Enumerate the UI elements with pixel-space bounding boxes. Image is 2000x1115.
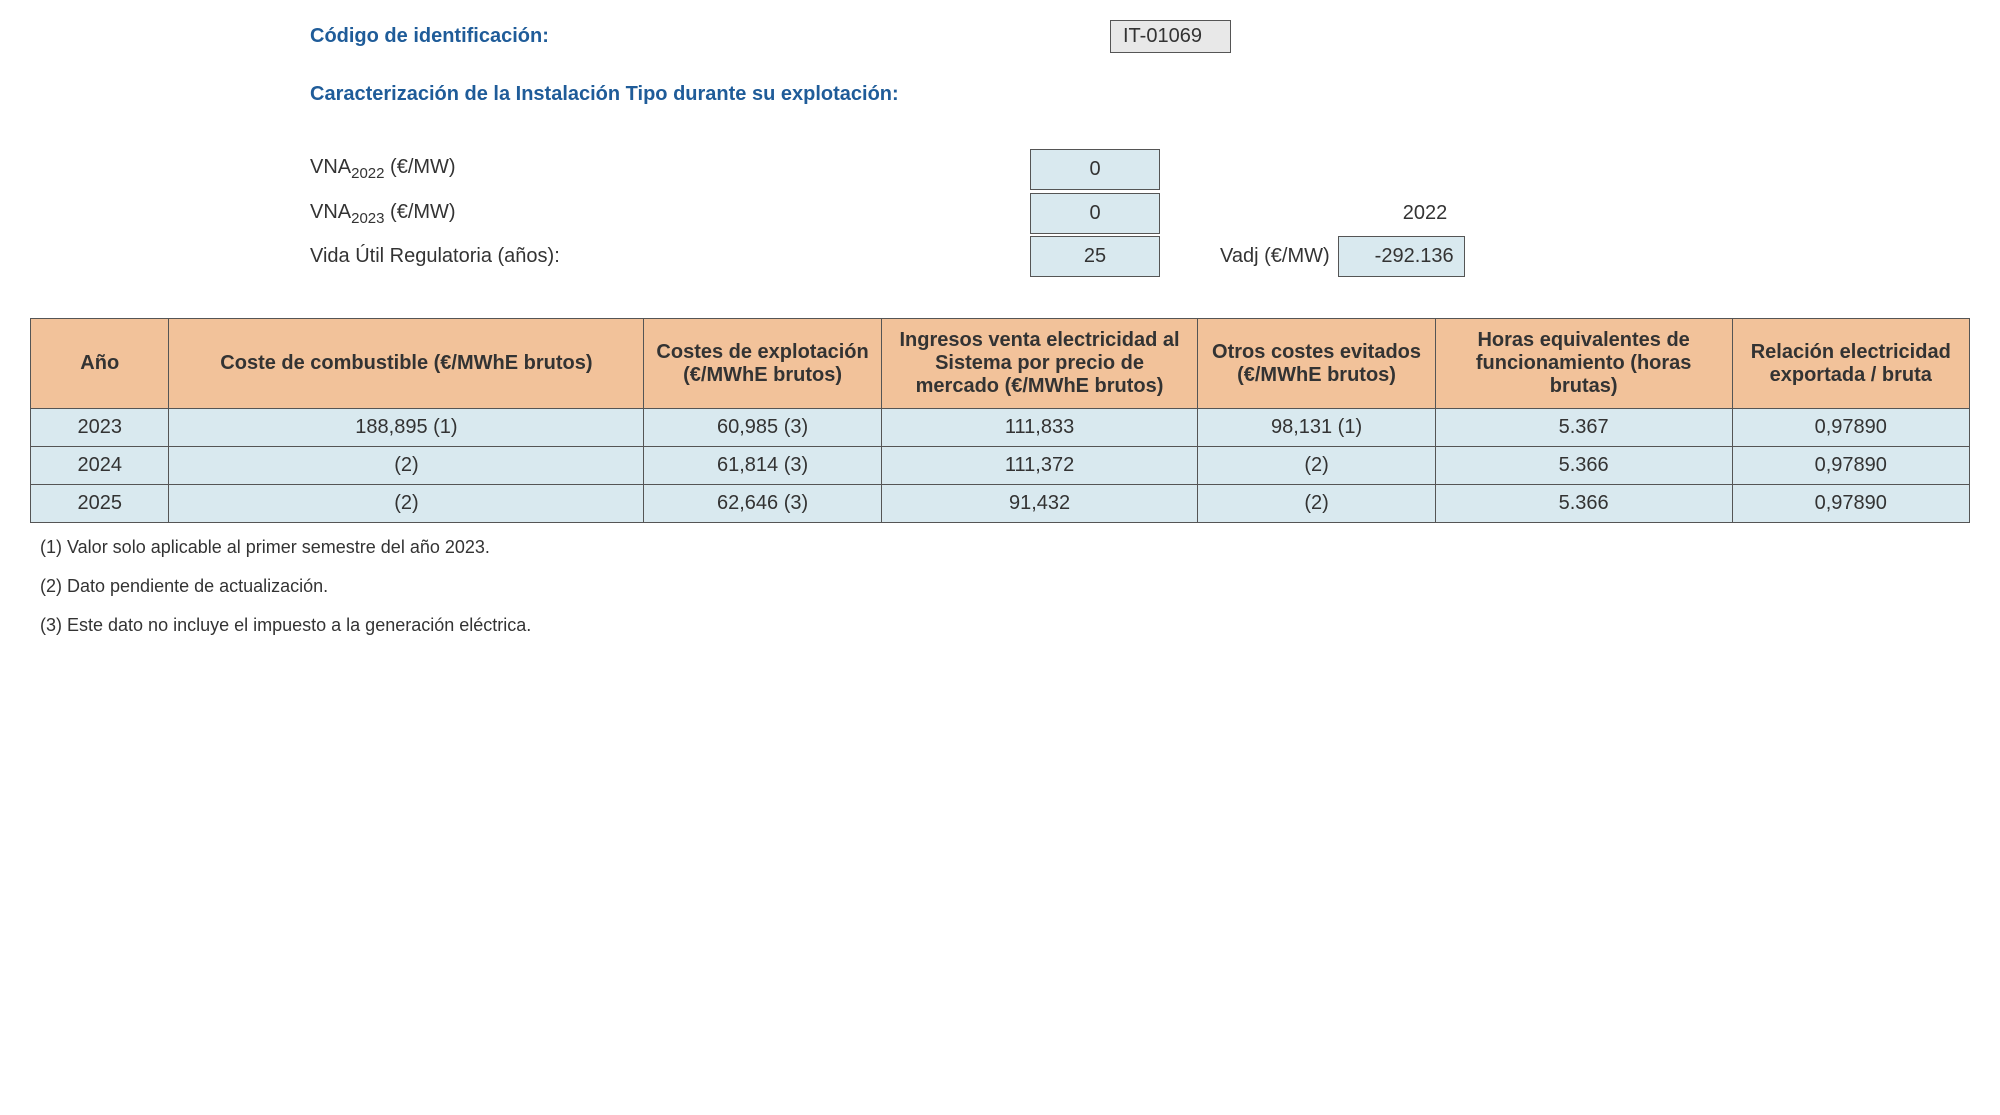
vna2023-value: 0 <box>1030 193 1160 234</box>
footnotes: (1) Valor solo aplicable al primer semes… <box>30 537 1970 636</box>
cell: 5.366 <box>1435 447 1732 485</box>
cell: 2024 <box>31 447 169 485</box>
col-fuel: Coste de combustible (€/MWhE brutos) <box>169 319 644 409</box>
param-vida-row: Vida Útil Regulatoria (años): 25 Vadj (€… <box>310 235 1970 278</box>
data-table: Año Coste de combustible (€/MWhE brutos)… <box>30 318 1970 523</box>
cell: 91,432 <box>881 485 1198 523</box>
code-value-box: IT-01069 <box>1110 20 1231 53</box>
cell: (2) <box>169 447 644 485</box>
table-body: 2023 188,895 (1) 60,985 (3) 111,833 98,1… <box>31 409 1970 523</box>
code-label: Código de identificación: <box>310 25 1110 48</box>
cell: 188,895 (1) <box>169 409 644 447</box>
cell: 0,97890 <box>1732 447 1969 485</box>
table-row: 2024 (2) 61,814 (3) 111,372 (2) 5.366 0,… <box>31 447 1970 485</box>
vna2022-label: VNA2022 (€/MW) <box>310 146 1030 192</box>
vna2023-unit: (€/MW) <box>385 201 456 223</box>
col-income: Ingresos venta electricidad al Sistema p… <box>881 319 1198 409</box>
vadj-label: Vadj (€/MW) <box>1220 245 1330 268</box>
vna2022-label-text: VNA <box>310 156 351 178</box>
section-title: Caracterización de la Instalación Tipo d… <box>310 83 1970 106</box>
col-avoid: Otros costes evitados (€/MWhE brutos) <box>1198 319 1435 409</box>
vna2023-label: VNA2023 (€/MW) <box>310 191 1030 237</box>
cell: 0,97890 <box>1732 409 1969 447</box>
cell: 111,372 <box>881 447 1198 485</box>
cell: 61,814 (3) <box>644 447 881 485</box>
footnote-1: (1) Valor solo aplicable al primer semes… <box>40 537 1970 558</box>
footnote-3: (3) Este dato no incluye el impuesto a l… <box>40 615 1970 636</box>
param-vna2022-row: VNA2022 (€/MW) 0 <box>310 146 1970 192</box>
cell: 2025 <box>31 485 169 523</box>
vadj-value: -292.136 <box>1338 236 1465 277</box>
header-row: Código de identificación: IT-01069 <box>310 20 1970 53</box>
footnote-2: (2) Dato pendiente de actualización. <box>40 576 1970 597</box>
vida-label: Vida Útil Regulatoria (años): <box>310 235 1030 278</box>
col-hours: Horas equivalentes de funcionamiento (ho… <box>1435 319 1732 409</box>
col-ratio: Relación electricidad exportada / bruta <box>1732 319 1969 409</box>
col-opex: Costes de explotación (€/MWhE brutos) <box>644 319 881 409</box>
cell: 98,131 (1) <box>1198 409 1435 447</box>
vna2023-label-text: VNA <box>310 201 351 223</box>
year-right: 2022 <box>1385 202 1465 225</box>
cell: 5.367 <box>1435 409 1732 447</box>
cell: (2) <box>1198 447 1435 485</box>
vida-value: 25 <box>1030 236 1160 277</box>
vna2022-sub: 2022 <box>351 165 384 182</box>
vna2022-unit: (€/MW) <box>385 156 456 178</box>
vna2022-value: 0 <box>1030 149 1160 190</box>
table-row: 2025 (2) 62,646 (3) 91,432 (2) 5.366 0,9… <box>31 485 1970 523</box>
param-vna2023-row: VNA2023 (€/MW) 0 2022 <box>310 191 1970 237</box>
cell: (2) <box>1198 485 1435 523</box>
cell: 62,646 (3) <box>644 485 881 523</box>
params-block: VNA2022 (€/MW) 0 VNA2023 (€/MW) 0 2022 V… <box>310 146 1970 278</box>
cell: 5.366 <box>1435 485 1732 523</box>
cell: 111,833 <box>881 409 1198 447</box>
cell: 60,985 (3) <box>644 409 881 447</box>
vna2023-sub: 2023 <box>351 210 384 227</box>
cell: 0,97890 <box>1732 485 1969 523</box>
cell: (2) <box>169 485 644 523</box>
table-row: 2023 188,895 (1) 60,985 (3) 111,833 98,1… <box>31 409 1970 447</box>
cell: 2023 <box>31 409 169 447</box>
col-year: Año <box>31 319 169 409</box>
table-head: Año Coste de combustible (€/MWhE brutos)… <box>31 319 1970 409</box>
